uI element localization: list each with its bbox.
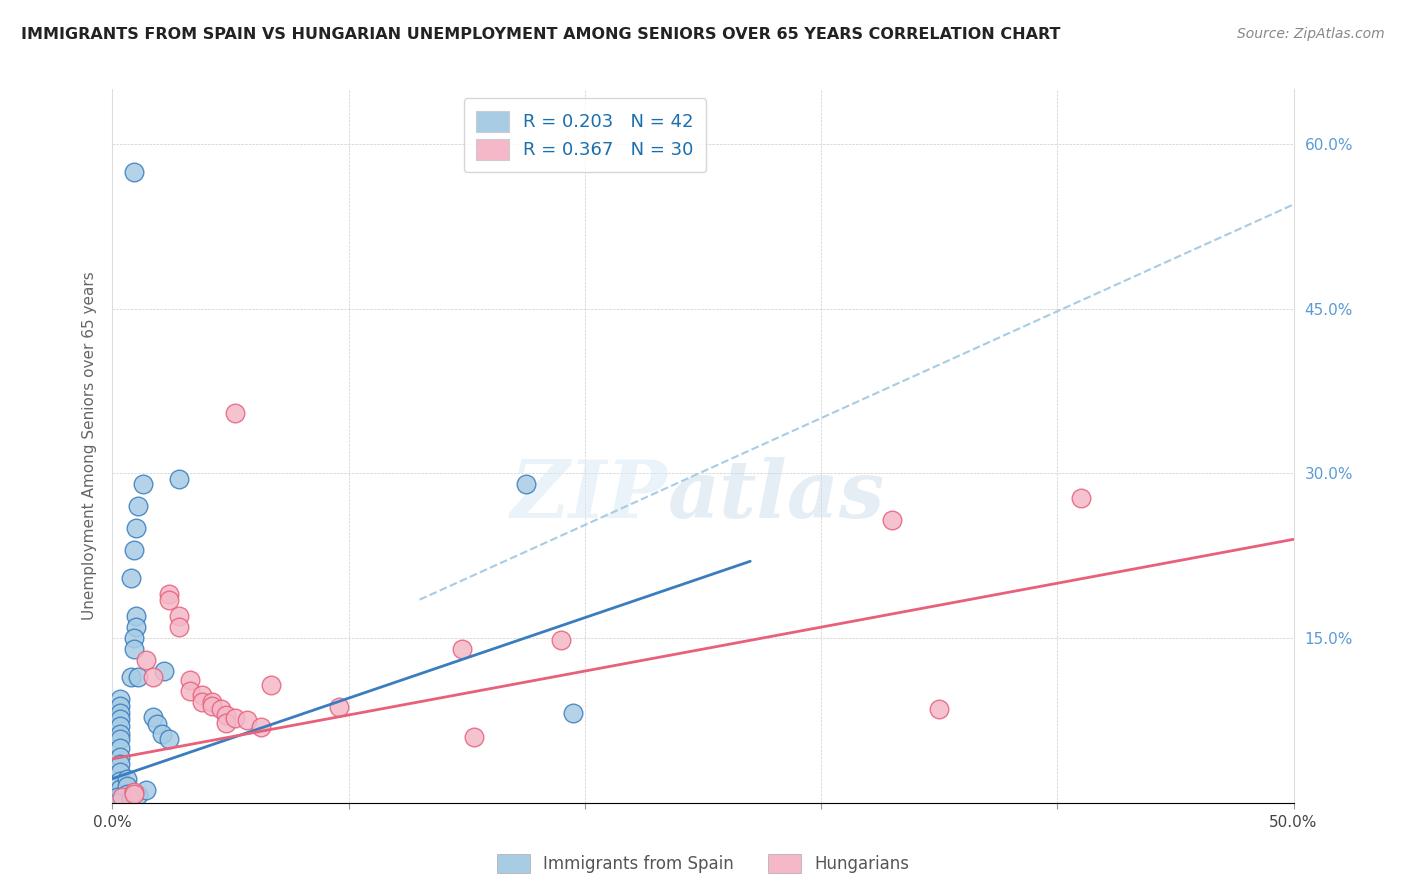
Point — [108, 740, 131, 755]
Point — [108, 732, 131, 747]
Point — [550, 633, 572, 648]
Point — [451, 642, 474, 657]
Text: Source: ZipAtlas.com: Source: ZipAtlas.com — [1237, 27, 1385, 41]
Point — [150, 726, 173, 740]
Point — [142, 710, 165, 724]
Point — [201, 699, 224, 714]
Point — [108, 749, 131, 764]
Y-axis label: Unemployment Among Seniors over 65 years: Unemployment Among Seniors over 65 years — [82, 272, 97, 620]
Point — [122, 787, 145, 801]
Point — [120, 791, 142, 805]
Point — [115, 787, 138, 801]
Text: IMMIGRANTS FROM SPAIN VS HUNGARIAN UNEMPLOYMENT AMONG SENIORS OVER 65 YEARS CORR: IMMIGRANTS FROM SPAIN VS HUNGARIAN UNEMP… — [21, 27, 1060, 42]
Point — [108, 765, 131, 780]
Point — [215, 708, 238, 723]
Point — [120, 571, 142, 585]
Point — [209, 702, 232, 716]
Point — [125, 620, 148, 634]
Point — [108, 790, 131, 805]
Point — [111, 790, 134, 805]
Text: atlas: atlas — [668, 458, 884, 534]
Point — [328, 700, 350, 714]
Point — [108, 719, 131, 733]
Point — [142, 669, 165, 683]
Point — [108, 691, 131, 706]
Point — [125, 521, 148, 535]
Point — [122, 164, 145, 178]
Point — [224, 406, 246, 420]
Point — [880, 512, 903, 526]
Point — [108, 781, 131, 796]
Point — [157, 587, 180, 601]
Point — [127, 669, 149, 683]
Point — [115, 772, 138, 786]
Point — [260, 678, 283, 692]
Point — [236, 714, 259, 728]
Point — [108, 773, 131, 788]
Point — [167, 620, 190, 634]
Point — [108, 712, 131, 726]
Point — [127, 788, 149, 802]
Point — [122, 785, 145, 799]
Point — [127, 500, 149, 514]
Point — [250, 720, 273, 734]
Point — [146, 716, 169, 731]
Point — [120, 669, 142, 683]
Point — [108, 699, 131, 714]
Point — [224, 711, 246, 725]
Point — [105, 796, 128, 810]
Point — [191, 695, 214, 709]
Point — [157, 592, 180, 607]
Point — [179, 683, 201, 698]
Point — [562, 706, 585, 720]
Point — [108, 706, 131, 720]
Point — [463, 730, 485, 744]
Point — [153, 664, 176, 678]
Point — [179, 673, 201, 687]
Point — [167, 472, 190, 486]
Point — [167, 609, 190, 624]
Point — [125, 609, 148, 624]
Point — [157, 732, 180, 747]
Point — [115, 780, 138, 794]
Point — [122, 543, 145, 558]
Point — [928, 702, 950, 716]
Legend: Immigrants from Spain, Hungarians: Immigrants from Spain, Hungarians — [491, 847, 915, 880]
Text: ZIP: ZIP — [510, 458, 668, 534]
Point — [1070, 491, 1092, 505]
Point — [108, 726, 131, 740]
Point — [122, 631, 145, 645]
Point — [201, 695, 224, 709]
Point — [108, 757, 131, 772]
Point — [122, 642, 145, 657]
Point — [135, 782, 157, 797]
Point — [515, 477, 537, 491]
Point — [215, 715, 238, 730]
Point — [135, 653, 157, 667]
Point — [105, 790, 128, 805]
Point — [191, 688, 214, 702]
Point — [132, 477, 155, 491]
